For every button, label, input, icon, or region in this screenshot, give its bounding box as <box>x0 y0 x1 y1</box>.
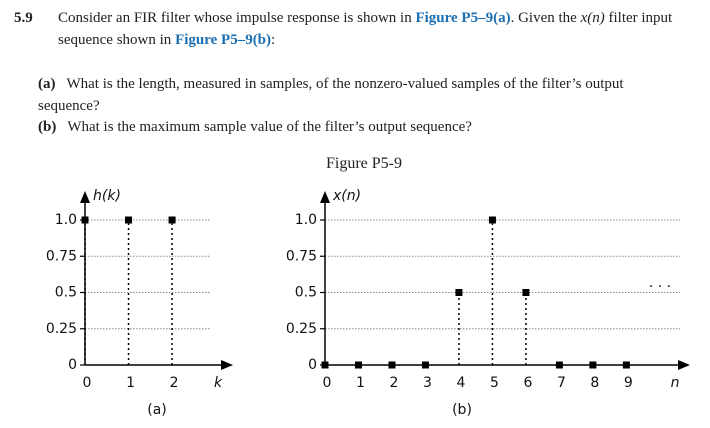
text: : <box>271 32 276 48</box>
x-tick-label: 4 <box>456 375 465 391</box>
part-text: What is the length, measured in samples,… <box>38 76 624 114</box>
y-axis-label: h(k) <box>93 188 121 204</box>
y-axis-arrow <box>80 191 90 203</box>
x-axis-arrow <box>678 360 690 370</box>
figure-link[interactable]: Figure P5–9(a) <box>415 10 511 26</box>
sample-marker <box>522 289 530 296</box>
sample-marker <box>488 216 496 224</box>
sample-marker <box>622 361 630 369</box>
sample-marker <box>125 216 133 224</box>
part-label: (a) <box>38 76 56 92</box>
problem-number: 5.9 <box>14 10 33 26</box>
x-tick-label: 6 <box>523 375 532 391</box>
text: filter input sequence shown in <box>58 10 673 48</box>
x-axis-label: n <box>671 375 680 391</box>
sample-marker <box>589 361 597 369</box>
x-axis-arrow <box>221 360 233 370</box>
part-label: (b) <box>38 119 57 135</box>
annotation: . . . <box>649 275 671 291</box>
caption: (b) <box>452 402 472 418</box>
y-tick-label: 0.75 <box>46 248 77 264</box>
x-tick-label: 9 <box>624 375 633 391</box>
x-tick-label: 7 <box>557 375 566 391</box>
problem-intro: Consider an FIR filter whose impulse res… <box>58 7 678 51</box>
x-tick-label: 1 <box>126 375 135 391</box>
x-tick-label: 2 <box>390 375 399 391</box>
variable: x(n) <box>580 10 605 26</box>
x-tick-label: 2 <box>170 375 179 391</box>
x-tick-label: 5 <box>490 375 499 391</box>
sample-marker <box>354 361 362 369</box>
text: Consider an FIR filter whose impulse res… <box>58 10 416 26</box>
caption: (a) <box>147 402 167 418</box>
y-axis-label: x(n) <box>332 188 361 204</box>
sample-marker <box>168 216 176 224</box>
part: (b) What is the maximum sample value of … <box>38 116 678 138</box>
part-text: What is the maximum sample value of the … <box>67 119 472 135</box>
y-tick-label: 0 <box>68 357 77 373</box>
y-tick-label: 0.75 <box>286 248 317 264</box>
x-axis-label: k <box>214 375 223 391</box>
y-tick-label: 0.5 <box>55 285 77 301</box>
y-tick-label: 0 <box>308 357 317 373</box>
figure-title: Figure P5-9 <box>326 155 402 172</box>
y-tick-label: 0.25 <box>46 321 77 337</box>
x-tick-label: 1 <box>356 375 365 391</box>
x-tick-label: 0 <box>83 375 92 391</box>
sample-marker <box>388 361 396 369</box>
y-tick-label: 0.5 <box>295 285 317 301</box>
y-tick-label: 1.0 <box>55 212 77 228</box>
y-axis-arrow <box>320 191 330 203</box>
y-tick-label: 1.0 <box>295 212 317 228</box>
y-tick-label: 0.25 <box>286 321 317 337</box>
x-tick-label: 8 <box>590 375 599 391</box>
part: (a) What is the length, measured in samp… <box>38 73 678 117</box>
sample-marker <box>455 289 463 296</box>
text: . Given the <box>510 10 581 26</box>
x-tick-label: 3 <box>423 375 432 391</box>
sample-marker <box>321 361 329 369</box>
figure-link[interactable]: Figure P5–9(b) <box>175 32 272 48</box>
sample-marker <box>555 361 563 369</box>
sample-marker <box>421 361 429 369</box>
x-tick-label: 0 <box>323 375 332 391</box>
sample-marker <box>81 216 89 224</box>
